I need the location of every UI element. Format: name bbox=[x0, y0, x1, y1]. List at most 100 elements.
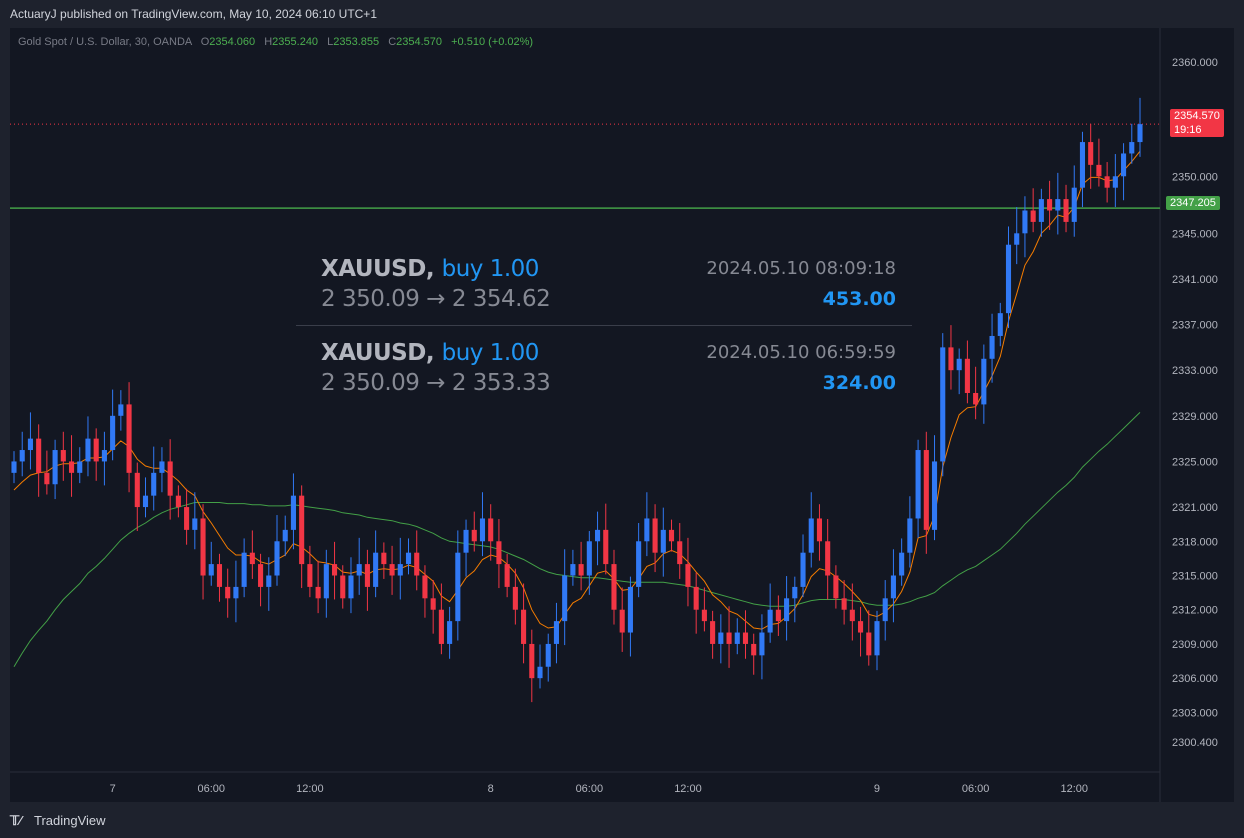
candle-body bbox=[808, 518, 814, 553]
candle-body bbox=[718, 632, 724, 644]
candle-body bbox=[858, 621, 864, 633]
candle-body bbox=[438, 609, 444, 644]
candle-body bbox=[570, 564, 576, 576]
footer-bar: 𝕋⁄ TradingView bbox=[0, 802, 1244, 838]
y-tick-label: 2306.000 bbox=[1172, 673, 1218, 685]
candle-body bbox=[159, 461, 165, 473]
candle-body bbox=[816, 518, 823, 542]
candle-body bbox=[44, 472, 50, 485]
level-price-tag: 2347.205 bbox=[1166, 196, 1220, 210]
candle-body bbox=[27, 438, 33, 451]
legend-low: 2353.855 bbox=[333, 36, 380, 48]
candle-body bbox=[447, 621, 453, 644]
y-tick-label: 2337.000 bbox=[1172, 320, 1218, 332]
candle-body bbox=[488, 518, 494, 542]
candle-body bbox=[915, 450, 921, 519]
candle-body bbox=[923, 450, 929, 530]
y-tick-label: 2325.000 bbox=[1172, 456, 1218, 468]
candle-body bbox=[208, 564, 214, 576]
ohlc-legend: Gold Spot / U.S. Dollar, 30, OANDA O2354… bbox=[18, 36, 533, 48]
x-tick-label: 06:00 bbox=[962, 783, 990, 795]
candle-body bbox=[184, 507, 190, 530]
candle-body bbox=[340, 575, 346, 599]
candle-body bbox=[430, 598, 436, 610]
candle-body bbox=[274, 541, 280, 576]
candle-body bbox=[356, 564, 362, 576]
legend-open: 2354.060 bbox=[209, 36, 256, 48]
candle-body bbox=[307, 564, 313, 587]
x-tick-label: 9 bbox=[874, 783, 880, 795]
candle-body bbox=[882, 598, 888, 622]
candle-body bbox=[726, 632, 732, 644]
candle-body bbox=[710, 621, 716, 644]
candle-body bbox=[167, 461, 173, 496]
trade-1-symbol: XAUUSD, buy 1.00 bbox=[321, 256, 539, 282]
y-tick-label: 2350.000 bbox=[1172, 171, 1218, 183]
candle-body bbox=[126, 404, 132, 473]
candle-body bbox=[899, 552, 905, 576]
candle-body bbox=[521, 609, 527, 644]
candle-body bbox=[1137, 124, 1143, 143]
candle-body bbox=[578, 564, 584, 576]
candle-body bbox=[1071, 187, 1077, 222]
candle-body bbox=[800, 552, 806, 587]
candle-body bbox=[644, 518, 650, 542]
candle-body bbox=[1129, 142, 1135, 154]
candle-body bbox=[833, 575, 839, 599]
candle-body bbox=[463, 529, 469, 553]
y-tick-label: 2329.000 bbox=[1172, 411, 1218, 423]
candle-body bbox=[989, 335, 995, 359]
candle-body bbox=[364, 564, 370, 587]
candle-body bbox=[175, 495, 181, 508]
candle-body bbox=[118, 404, 124, 416]
y-tick-label: 2341.000 bbox=[1172, 274, 1218, 286]
candle-body bbox=[759, 632, 765, 656]
candle-body bbox=[77, 461, 83, 473]
candle-body bbox=[225, 586, 231, 599]
candle-body bbox=[956, 358, 962, 371]
y-tick-label: 2303.000 bbox=[1172, 707, 1218, 719]
candle-body bbox=[290, 495, 296, 530]
candle-body bbox=[553, 621, 560, 644]
candle-body bbox=[405, 552, 412, 565]
candle-body bbox=[825, 541, 831, 576]
chart-panel[interactable]: 2300.400 2303.000 2306.000 2309.000 2312.000… bbox=[10, 28, 1234, 802]
x-tick-label: 06:00 bbox=[576, 783, 604, 795]
candle-body bbox=[701, 609, 707, 622]
trade-2-symbol-text: XAUUSD, bbox=[321, 340, 435, 366]
candle-body bbox=[389, 564, 395, 576]
candle-body bbox=[603, 529, 609, 565]
candle-body bbox=[841, 598, 847, 610]
candle-body bbox=[142, 495, 149, 508]
published-text: ActuaryJ published on TradingView.com, M… bbox=[10, 7, 377, 21]
last-price-value: 2354.570 bbox=[1174, 110, 1220, 122]
candle-body bbox=[60, 450, 66, 462]
candle-body bbox=[660, 529, 666, 553]
candle-body bbox=[479, 518, 486, 542]
candle-body bbox=[323, 564, 329, 599]
candle-body bbox=[348, 575, 354, 599]
legend-change: +0.510 (+0.02%) bbox=[451, 36, 534, 48]
candle-body bbox=[241, 552, 247, 587]
candle-body bbox=[381, 552, 387, 565]
y-tick-label: 2315.000 bbox=[1172, 571, 1218, 583]
candle-body bbox=[315, 586, 321, 599]
candle-body bbox=[11, 461, 17, 473]
candle-body bbox=[1055, 199, 1061, 211]
candle-body bbox=[397, 564, 403, 576]
candle-body bbox=[200, 518, 206, 576]
y-tick-label: 2300.400 bbox=[1172, 737, 1218, 749]
candle-body bbox=[775, 609, 781, 622]
candle-body bbox=[1088, 142, 1094, 165]
candle-body bbox=[627, 586, 633, 633]
x-tick-label: 7 bbox=[110, 783, 116, 795]
candle-body bbox=[677, 541, 683, 565]
candle-body bbox=[619, 609, 625, 633]
trade-1-prices: 2 350.09 → 2 354.62 bbox=[321, 286, 551, 312]
candle-body bbox=[751, 643, 757, 656]
legend-open-label: O bbox=[200, 36, 210, 48]
candle-body bbox=[981, 358, 987, 405]
x-tick-label: 12:00 bbox=[296, 783, 324, 795]
chart-svg[interactable]: 2300.400 2303.000 2306.000 2309.000 2312.000… bbox=[10, 28, 1234, 802]
candle-body bbox=[586, 541, 592, 576]
